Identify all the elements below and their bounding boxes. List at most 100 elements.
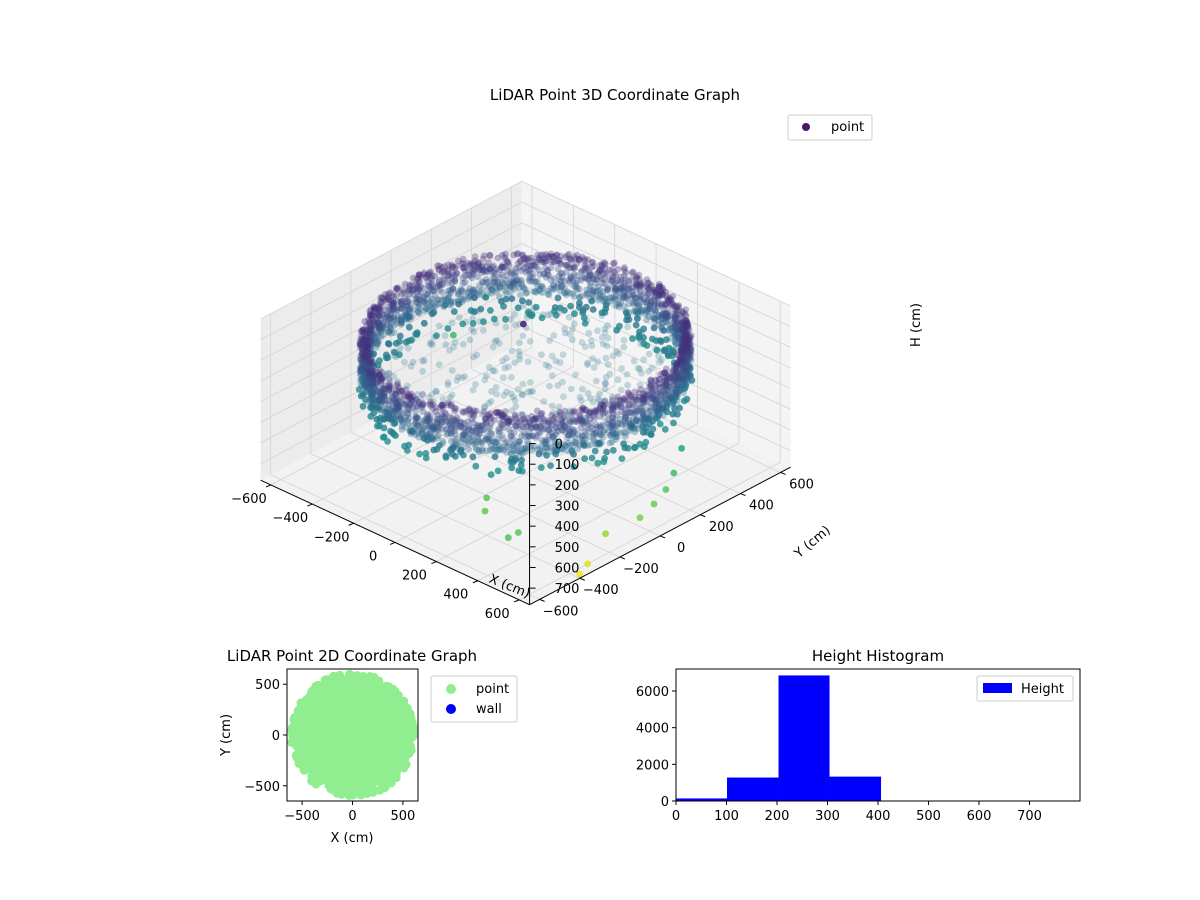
lidar-point [366, 358, 374, 365]
lidar-point [587, 279, 594, 287]
lidar-point [471, 257, 479, 265]
lidar-point [469, 259, 477, 266]
lidar-point [673, 359, 681, 367]
y-tick-label: 400 [749, 499, 774, 514]
lidar-point [540, 398, 548, 405]
lidar-point [406, 315, 414, 323]
lidar-point [645, 285, 652, 293]
lidar-point [622, 406, 629, 414]
lidar-point [361, 383, 369, 390]
lidar-point [369, 393, 376, 401]
lidar-point [431, 272, 439, 280]
lidar-point [656, 376, 664, 383]
lidar-point [367, 325, 375, 333]
lidar-point [563, 268, 570, 276]
lidar-point [674, 362, 682, 370]
lidar-point [360, 380, 368, 387]
lidar-point [381, 400, 388, 408]
lidar-point [596, 267, 604, 275]
lidar-point [357, 352, 364, 360]
lidar-point [672, 340, 680, 348]
lidar-point [686, 350, 694, 358]
lidar-point [362, 388, 369, 396]
histogram-bar [778, 675, 830, 801]
lidar-point [632, 286, 640, 294]
lidar-point [371, 334, 379, 341]
lidar-point [682, 341, 690, 349]
lidar-point [451, 264, 459, 272]
lidar-point [369, 326, 377, 334]
lidar-point [375, 405, 382, 413]
lidar-point [534, 283, 541, 290]
lidar-point [438, 296, 446, 303]
lidar-point [458, 285, 465, 293]
lidar-point [541, 264, 549, 272]
lidar-point [540, 258, 548, 266]
lidar-point [389, 305, 397, 313]
lidar-point [673, 389, 681, 397]
lidar-point [569, 290, 577, 298]
lidar-point [609, 414, 616, 421]
lidar-point [394, 406, 401, 413]
lidar-point [382, 371, 390, 379]
lidar-point [659, 382, 667, 390]
lidar-point [527, 262, 534, 270]
lidar-point [361, 352, 369, 359]
lidar-point [640, 296, 647, 303]
hist-x-tick-label: 200 [765, 809, 790, 824]
lidar-point [572, 439, 580, 447]
chart-2d-points [287, 669, 418, 800]
lidar-point [414, 292, 422, 299]
lidar-point [370, 321, 378, 328]
lidar-point [390, 303, 398, 311]
lidar-point [363, 341, 371, 349]
lidar-point [358, 351, 366, 358]
lidar-point [660, 377, 668, 385]
lidar-point [362, 333, 370, 340]
lidar-point [680, 366, 688, 374]
lidar-point [460, 296, 467, 304]
lidar-point [682, 365, 690, 373]
lidar-point [397, 320, 405, 328]
lidar-point [384, 397, 392, 404]
lidar-point [380, 405, 387, 412]
lidar-point [481, 507, 489, 515]
y-tick-mark [740, 493, 746, 497]
lidar-point [486, 265, 494, 273]
lidar-point [392, 391, 399, 398]
lidar-point [438, 288, 446, 296]
lidar-point [633, 315, 641, 323]
lidar-point [672, 376, 680, 384]
lidar-point [655, 380, 663, 388]
lidar-point [435, 276, 443, 284]
lidar-point [663, 313, 671, 320]
lidar-point [662, 381, 670, 389]
lidar-point [566, 279, 573, 286]
lidar-point [647, 416, 655, 423]
y-tick-label: 0 [677, 541, 685, 556]
lidar-point [392, 389, 400, 397]
lidar-point [364, 341, 372, 349]
lidar-point [365, 321, 373, 329]
y-tick-mark [700, 514, 706, 518]
lidar-point [469, 286, 477, 294]
lidar-point [649, 394, 656, 401]
lidar-point [366, 340, 374, 348]
lidar-point [624, 323, 632, 331]
lidar-point [481, 404, 488, 411]
lidar-point [507, 277, 515, 284]
lidar-point [656, 375, 663, 383]
lidar-point [510, 251, 518, 259]
lidar-point [682, 365, 690, 373]
lidar-point [389, 306, 397, 314]
lidar-point [659, 290, 667, 298]
lidar-point [368, 323, 376, 331]
lidar-point [683, 330, 691, 338]
lidar-point [555, 427, 562, 435]
lidar-point [579, 418, 587, 425]
lidar-point [675, 375, 682, 383]
lidar-point [545, 272, 553, 279]
lidar-point [425, 299, 432, 307]
hist-y-tick-label: 2000 [636, 758, 669, 773]
lidar-point [530, 288, 538, 295]
